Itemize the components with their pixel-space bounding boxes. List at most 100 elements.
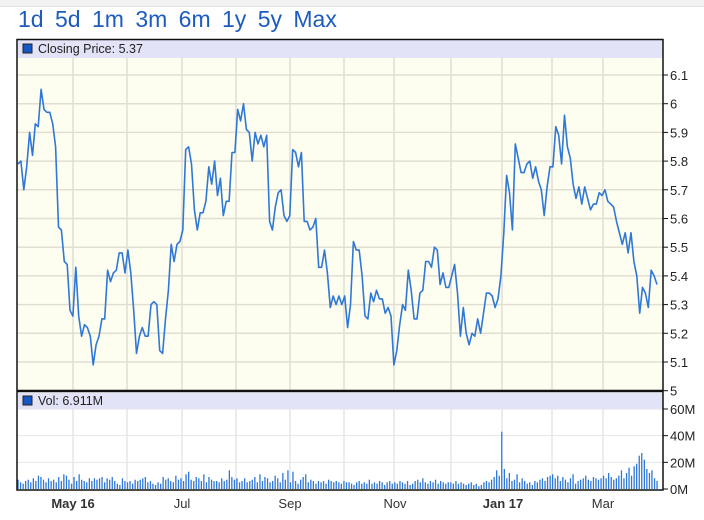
volume-bar xyxy=(496,470,498,489)
range-1m[interactable]: 1m xyxy=(91,6,124,32)
volume-bar xyxy=(465,485,467,489)
range-max[interactable]: Max xyxy=(293,6,337,32)
volume-bar xyxy=(529,482,531,489)
volume-bar xyxy=(656,481,658,489)
volume-bar xyxy=(259,474,261,489)
volume-bar xyxy=(45,482,47,489)
price-y-tick-label: 5.2 xyxy=(670,326,688,341)
volume-bar xyxy=(238,482,241,489)
volume-bar xyxy=(19,482,22,489)
volume-bar xyxy=(134,479,136,489)
volume-bar xyxy=(516,474,518,489)
volume-bar xyxy=(641,453,643,489)
volume-bar xyxy=(564,479,567,489)
volume-bar xyxy=(368,479,370,489)
volume-bar xyxy=(63,474,65,489)
volume-bar xyxy=(567,482,569,489)
volume-bar xyxy=(490,479,493,489)
range-5d[interactable]: 5d xyxy=(54,6,81,32)
volume-bar xyxy=(628,467,630,489)
volume-bar xyxy=(381,482,383,489)
volume-bar xyxy=(289,482,292,489)
volume-y-tick-label: 40M xyxy=(670,429,695,444)
volume-bar xyxy=(101,477,103,489)
volume-bar xyxy=(132,483,134,489)
volume-bar xyxy=(165,479,167,489)
volume-bar xyxy=(221,478,223,489)
range-5y[interactable]: 5y xyxy=(257,6,282,32)
volume-bar xyxy=(236,478,238,489)
volume-bar xyxy=(371,483,373,489)
volume-legend-square xyxy=(22,395,33,406)
volume-bar xyxy=(142,478,144,489)
volume-bar xyxy=(417,479,419,489)
volume-bar xyxy=(17,479,19,489)
volume-bar xyxy=(266,478,269,489)
volume-bar xyxy=(144,477,146,489)
price-y-tick-label: 5.3 xyxy=(670,298,688,313)
volume-bar xyxy=(506,478,508,489)
volume-bar xyxy=(348,482,350,489)
volume-bar xyxy=(231,477,233,489)
volume-bar xyxy=(274,475,276,489)
range-3m[interactable]: 3m xyxy=(135,6,168,32)
volume-bar xyxy=(32,478,34,489)
range-1d[interactable]: 1d xyxy=(18,6,44,32)
volume-bar xyxy=(223,481,225,489)
volume-bar xyxy=(106,478,108,489)
volume-bar xyxy=(203,474,205,489)
volume-bar xyxy=(595,478,597,489)
volume-bar xyxy=(554,478,556,489)
volume-bar xyxy=(460,482,462,489)
volume-bar xyxy=(580,479,582,489)
volume-bar xyxy=(256,482,258,489)
volume-bar xyxy=(613,479,615,489)
volume-bar xyxy=(294,481,297,489)
volume-bar xyxy=(638,455,640,489)
volume-bar xyxy=(325,483,327,489)
volume-bar xyxy=(552,474,554,489)
volume-bar xyxy=(208,477,210,489)
volume-bar xyxy=(297,483,299,489)
volume-bar xyxy=(445,483,447,489)
x-tick-label: Jul xyxy=(174,496,191,511)
volume-bar xyxy=(592,477,595,489)
volume-bar xyxy=(600,478,602,489)
volume-bar xyxy=(47,478,50,489)
volume-bar xyxy=(442,482,444,489)
volume-bar xyxy=(518,482,521,489)
volume-bar xyxy=(68,479,70,489)
volume-bar xyxy=(109,479,111,489)
volume-bar xyxy=(602,475,605,489)
volume-bar xyxy=(78,474,80,489)
volume-bar xyxy=(577,481,579,489)
volume-bar xyxy=(404,483,406,489)
volume-bar xyxy=(254,477,256,489)
volume-bar xyxy=(424,482,426,489)
volume-bar xyxy=(81,479,83,489)
volume-bar xyxy=(643,459,645,489)
volume-bar xyxy=(185,474,187,489)
volume-bar xyxy=(167,478,169,489)
volume-bar xyxy=(531,485,533,489)
volume-bar xyxy=(574,483,577,489)
volume-bar xyxy=(350,483,353,489)
volume-bar xyxy=(60,481,62,489)
volume-bar xyxy=(409,485,411,489)
volume-bar xyxy=(22,483,24,489)
volume-bar xyxy=(244,478,246,489)
volume-bar xyxy=(25,481,27,489)
volume-bar xyxy=(277,478,279,489)
volume-bar xyxy=(501,431,503,489)
volume-bar xyxy=(343,481,345,489)
volume-bar xyxy=(559,481,561,489)
price-legend-band xyxy=(18,40,663,58)
volume-bar xyxy=(88,478,90,489)
volume-bar xyxy=(205,482,208,489)
volume-bar xyxy=(636,463,638,489)
range-1y[interactable]: 1y xyxy=(222,6,247,32)
range-6m[interactable]: 6m xyxy=(178,6,211,32)
volume-bar xyxy=(541,478,544,489)
volume-bar xyxy=(333,482,335,489)
